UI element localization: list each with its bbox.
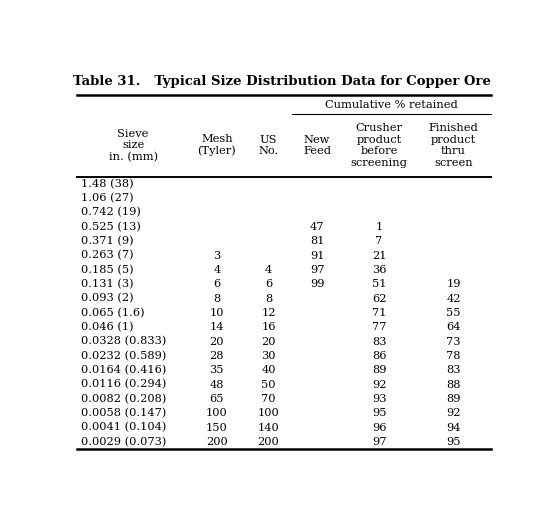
Text: 55: 55 xyxy=(446,308,461,318)
Text: 0.0082 (0.208): 0.0082 (0.208) xyxy=(81,394,166,404)
Text: 150: 150 xyxy=(206,422,228,433)
Text: 89: 89 xyxy=(446,394,461,404)
Text: 96: 96 xyxy=(372,422,386,433)
Text: 0.0328 (0.833): 0.0328 (0.833) xyxy=(81,336,166,347)
Text: 47: 47 xyxy=(310,222,324,232)
Text: US
No.: US No. xyxy=(258,134,279,156)
Text: Finished
product
thru
screen: Finished product thru screen xyxy=(428,123,478,168)
Text: Sieve
size
in. (mm): Sieve size in. (mm) xyxy=(108,129,158,162)
Text: 92: 92 xyxy=(446,408,461,418)
Text: 0.525 (13): 0.525 (13) xyxy=(81,222,141,232)
Text: 0.0232 (0.589): 0.0232 (0.589) xyxy=(81,351,166,361)
Text: 8: 8 xyxy=(213,294,221,303)
Text: 1: 1 xyxy=(376,222,383,232)
Text: 1.48 (38): 1.48 (38) xyxy=(81,179,133,189)
Text: 89: 89 xyxy=(372,365,386,375)
Text: 8: 8 xyxy=(265,294,272,303)
Text: 88: 88 xyxy=(446,380,461,389)
Text: 30: 30 xyxy=(261,351,276,361)
Text: 14: 14 xyxy=(210,322,224,332)
Text: Table 31.   Typical Size Distribution Data for Copper Ore: Table 31. Typical Size Distribution Data… xyxy=(73,74,491,88)
Text: 0.131 (3): 0.131 (3) xyxy=(81,279,133,290)
Text: 65: 65 xyxy=(210,394,224,404)
Text: 51: 51 xyxy=(372,279,386,289)
Text: 36: 36 xyxy=(372,265,386,275)
Text: 0.371 (9): 0.371 (9) xyxy=(81,236,133,246)
Text: 0.0041 (0.104): 0.0041 (0.104) xyxy=(81,422,166,433)
Text: 28: 28 xyxy=(210,351,224,361)
Text: 99: 99 xyxy=(310,279,324,289)
Text: 0.0058 (0.147): 0.0058 (0.147) xyxy=(81,408,166,418)
Text: 83: 83 xyxy=(372,336,386,347)
Text: 16: 16 xyxy=(261,322,276,332)
Text: Crusher
product
before
screening: Crusher product before screening xyxy=(351,123,408,168)
Text: 0.046 (1): 0.046 (1) xyxy=(81,322,133,332)
Text: 77: 77 xyxy=(372,322,386,332)
Text: Cumulative % retained: Cumulative % retained xyxy=(325,100,458,109)
Text: 95: 95 xyxy=(372,408,386,418)
Text: 50: 50 xyxy=(261,380,276,389)
Text: 70: 70 xyxy=(261,394,276,404)
Text: 21: 21 xyxy=(372,250,386,261)
Text: 40: 40 xyxy=(261,365,276,375)
Text: 73: 73 xyxy=(446,336,461,347)
Text: 0.0029 (0.073): 0.0029 (0.073) xyxy=(81,437,166,447)
Text: 94: 94 xyxy=(446,422,461,433)
Text: 62: 62 xyxy=(372,294,386,303)
Text: 7: 7 xyxy=(376,236,383,246)
Text: 10: 10 xyxy=(210,308,224,318)
Text: 71: 71 xyxy=(372,308,386,318)
Text: 200: 200 xyxy=(206,437,228,447)
Text: 91: 91 xyxy=(310,250,324,261)
Text: 97: 97 xyxy=(310,265,324,275)
Text: 4: 4 xyxy=(265,265,272,275)
Text: 92: 92 xyxy=(372,380,386,389)
Text: 0.263 (7): 0.263 (7) xyxy=(81,250,133,261)
Text: 42: 42 xyxy=(446,294,461,303)
Text: 86: 86 xyxy=(372,351,386,361)
Text: 95: 95 xyxy=(446,437,461,447)
Text: 35: 35 xyxy=(210,365,224,375)
Text: 1.06 (27): 1.06 (27) xyxy=(81,193,133,204)
Text: 64: 64 xyxy=(446,322,461,332)
Text: 48: 48 xyxy=(210,380,224,389)
Text: 3: 3 xyxy=(213,250,221,261)
Text: Mesh
(Tyler): Mesh (Tyler) xyxy=(197,134,236,156)
Text: 140: 140 xyxy=(257,422,279,433)
Text: 4: 4 xyxy=(213,265,221,275)
Text: 93: 93 xyxy=(372,394,386,404)
Text: 20: 20 xyxy=(210,336,224,347)
Text: 97: 97 xyxy=(372,437,386,447)
Text: 0.0116 (0.294): 0.0116 (0.294) xyxy=(81,379,166,390)
Text: 6: 6 xyxy=(213,279,221,289)
Text: 20: 20 xyxy=(261,336,276,347)
Text: 78: 78 xyxy=(446,351,461,361)
Text: 0.0164 (0.416): 0.0164 (0.416) xyxy=(81,365,166,376)
Text: 81: 81 xyxy=(310,236,324,246)
Text: 0.185 (5): 0.185 (5) xyxy=(81,265,133,275)
Text: 100: 100 xyxy=(257,408,279,418)
Text: 12: 12 xyxy=(261,308,276,318)
Text: 200: 200 xyxy=(257,437,279,447)
Text: 0.093 (2): 0.093 (2) xyxy=(81,293,133,304)
Text: New
Feed: New Feed xyxy=(303,134,331,156)
Text: 100: 100 xyxy=(206,408,228,418)
Text: 19: 19 xyxy=(446,279,461,289)
Text: 6: 6 xyxy=(265,279,272,289)
Text: 0.742 (19): 0.742 (19) xyxy=(81,207,141,218)
Text: 0.065 (1.6): 0.065 (1.6) xyxy=(81,308,144,318)
Text: 83: 83 xyxy=(446,365,461,375)
